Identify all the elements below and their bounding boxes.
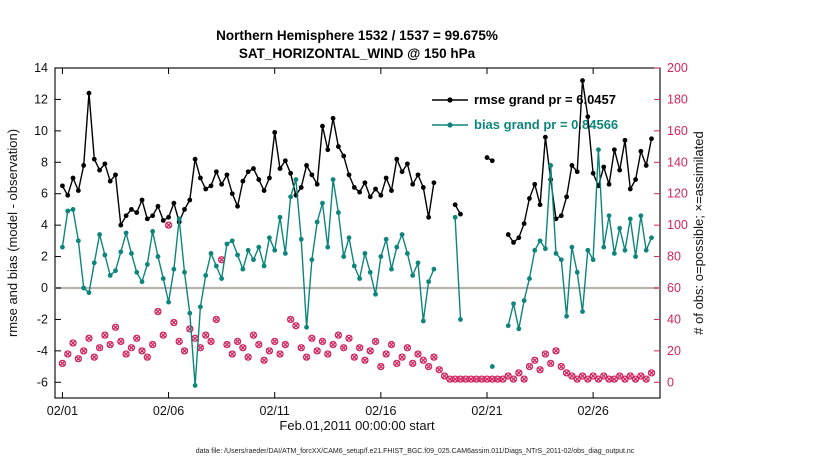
- svg-text:-6: -6: [37, 375, 48, 389]
- svg-text:80: 80: [667, 250, 681, 264]
- plot-box: [54, 67, 661, 399]
- svg-text:0: 0: [667, 375, 674, 389]
- svg-text:02/16: 02/16: [365, 404, 396, 418]
- legend-rmse-label: rmse grand pr = 6.0457: [474, 92, 616, 107]
- svg-text:-4: -4: [37, 344, 48, 358]
- legend: rmse grand pr = 6.0457 bias grand pr = 0…: [432, 92, 618, 132]
- svg-text:14: 14: [34, 61, 48, 75]
- obs-count-markers: [58, 221, 656, 383]
- svg-text:-2: -2: [37, 312, 48, 326]
- svg-text:02/21: 02/21: [471, 404, 502, 418]
- svg-text:120: 120: [667, 187, 688, 201]
- svg-text:180: 180: [667, 92, 688, 106]
- legend-bias-marker-icon: [447, 122, 453, 128]
- svg-text:40: 40: [667, 312, 681, 326]
- svg-text:20: 20: [667, 344, 681, 358]
- bias-series: [60, 147, 654, 388]
- chart-title-line2: SAT_HORIZONTAL_WIND @ 150 hPa: [239, 46, 476, 61]
- left-y-axis-label: rmse and bias (model - observation): [5, 129, 20, 337]
- svg-text:160: 160: [667, 124, 688, 138]
- chart-title-line1: Northern Hemisphere 1532 / 1537 = 99.675…: [216, 28, 498, 43]
- svg-text:100: 100: [667, 218, 688, 232]
- svg-text:4: 4: [41, 218, 48, 232]
- legend-bias-label: bias grand pr = 0.84566: [474, 117, 618, 132]
- x-axis-label: Feb.01,2011 00:00:00 start: [279, 418, 435, 433]
- svg-text:02/26: 02/26: [577, 404, 608, 418]
- svg-text:0: 0: [41, 281, 48, 295]
- svg-text:200: 200: [667, 61, 688, 75]
- legend-rmse-marker-icon: [447, 97, 453, 103]
- svg-text:10: 10: [34, 124, 48, 138]
- svg-text:60: 60: [667, 281, 681, 295]
- right-y-axis-label: # of obs: o=possible; ×=assimilated: [691, 131, 706, 334]
- axis-ticks: 02/01 02/06 02/11 02/16 02/21 02/26 -6 -4 -2 0 2 4 6…: [34, 61, 688, 418]
- svg-text:12: 12: [34, 92, 48, 106]
- svg-text:6: 6: [41, 187, 48, 201]
- svg-text:02/11: 02/11: [260, 404, 290, 418]
- svg-text:02/01: 02/01: [47, 404, 78, 418]
- svg-text:140: 140: [667, 155, 688, 169]
- data-file-caption: data file: /Users/raeder/DAI/ATM_forcXX/…: [196, 448, 635, 455]
- svg-text:2: 2: [41, 250, 48, 264]
- svg-text:02/06: 02/06: [153, 404, 184, 418]
- svg-text:8: 8: [41, 155, 48, 169]
